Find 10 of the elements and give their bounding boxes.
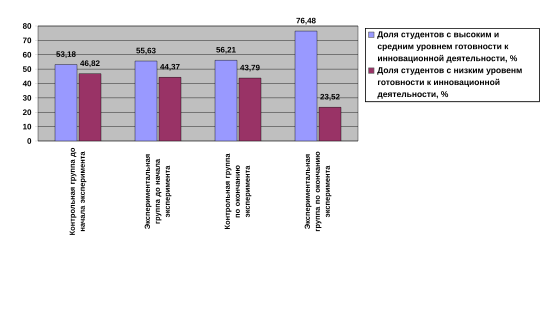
bar bbox=[238, 78, 262, 141]
bar bbox=[214, 60, 238, 141]
bar bbox=[54, 64, 78, 141]
bar bbox=[294, 30, 318, 141]
legend-label: Доля студентов с низким уровенм готовности к инновационной деятельности, % bbox=[377, 67, 522, 99]
bar bbox=[158, 77, 182, 141]
bar bbox=[134, 60, 158, 141]
legend-label: Доля студентов с высоким и средним уровнем готовности к инновационной деятельности, % bbox=[377, 31, 518, 63]
bar bbox=[318, 106, 342, 141]
bar bbox=[78, 73, 102, 141]
